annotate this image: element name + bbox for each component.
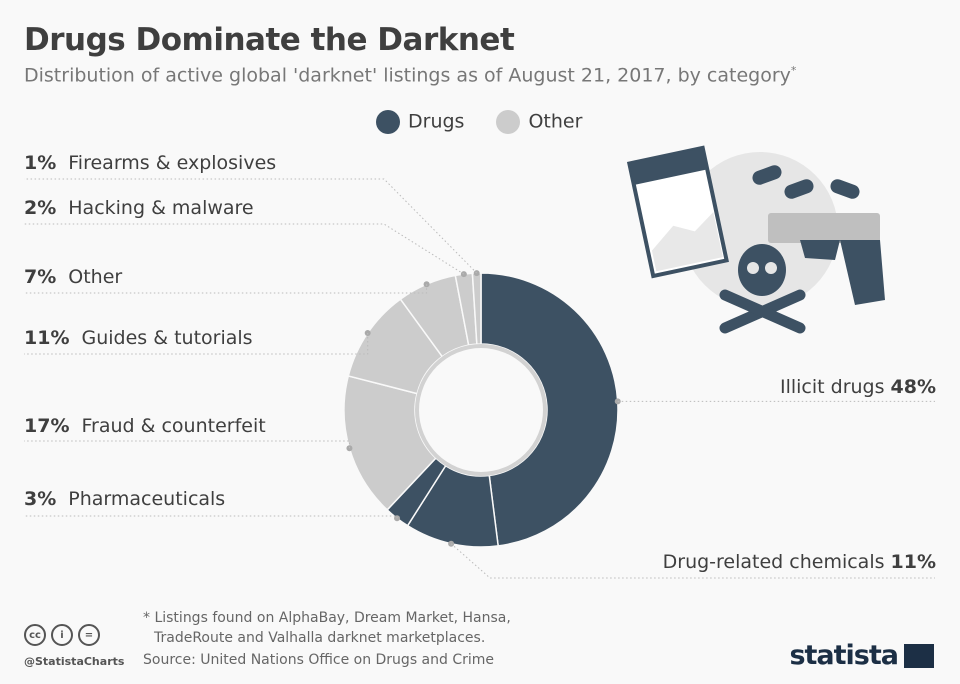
logo-text: statista [789, 640, 899, 671]
pills-icon [752, 165, 860, 199]
statista-logo[interactable]: statista [789, 640, 934, 671]
value: 1% [24, 152, 57, 174]
category: Drug-related chemicals [662, 551, 885, 573]
no-derivatives-icon: = [78, 624, 100, 646]
category: Illicit drugs [779, 376, 885, 398]
donut-hole [419, 348, 543, 472]
category: Guides & tutorials [81, 327, 253, 349]
leader-line [24, 284, 428, 294]
value: 48% [890, 376, 936, 398]
leader-line [24, 178, 478, 274]
footnote-mark: * [790, 64, 797, 77]
legend-item-drugs: Drugs [376, 110, 464, 134]
category: Fraud & counterfeit [81, 415, 266, 437]
legend-item-other: Other [496, 110, 582, 134]
label-hacking: 2% Hacking & malware [24, 197, 254, 219]
attribution-icon: i [51, 624, 73, 646]
skull-crossbones-icon [719, 244, 806, 334]
label-other: 7% Other [24, 266, 122, 288]
legend-swatch [496, 110, 521, 134]
creative-commons-icons: cc i = [24, 624, 100, 646]
baggie-icon [626, 145, 729, 279]
footnote: * Listings found on AlphaBay, Dream Mark… [143, 608, 511, 648]
category: Pharmaceuticals [68, 488, 226, 510]
logo-mark-icon [904, 643, 934, 668]
label-illicit-drugs: Illicit drugs 48% [780, 376, 936, 398]
legend-label: Other [528, 110, 583, 133]
value: 17% [24, 415, 70, 437]
label-pharmaceuticals: 3% Pharmaceuticals [24, 488, 225, 510]
label-fraud: 17% Fraud & counterfeit [24, 415, 266, 437]
leader-line [450, 543, 935, 579]
value: 2% [24, 197, 57, 219]
value: 11% [890, 551, 936, 573]
legend: Drugs Other [376, 110, 582, 134]
value: 11% [24, 327, 70, 349]
leader-line [24, 440, 350, 449]
category: Firearms & explosives [68, 152, 277, 174]
footnote-line-2: TradeRoute and Valhalla darknet marketpl… [154, 630, 486, 646]
label-firearms: 1% Firearms & explosives [24, 152, 276, 174]
illustration [626, 145, 885, 334]
chart-title: Drugs Dominate the Darknet [24, 22, 515, 58]
category: Hacking & malware [68, 197, 254, 219]
label-drug-chemicals: Drug-related chemicals 11% [663, 551, 936, 573]
leader-line [24, 332, 369, 355]
category: Other [68, 266, 123, 288]
footnote-line-1: * Listings found on AlphaBay, Dream Mark… [143, 610, 511, 626]
leader-line [24, 515, 398, 519]
legend-swatch [376, 110, 400, 134]
label-guides: 11% Guides & tutorials [24, 327, 253, 349]
value: 3% [24, 488, 57, 510]
chart-subtitle: Distribution of active global 'darknet' … [24, 64, 796, 86]
subtitle-text: Distribution of active global 'darknet' … [24, 64, 791, 87]
value: 7% [24, 266, 57, 288]
cc-icon: cc [24, 624, 46, 646]
twitter-handle: @StatistaCharts [24, 655, 125, 668]
source: Source: United Nations Office on Drugs a… [143, 652, 495, 668]
gun-icon [768, 213, 885, 305]
legend-label: Drugs [408, 110, 465, 133]
